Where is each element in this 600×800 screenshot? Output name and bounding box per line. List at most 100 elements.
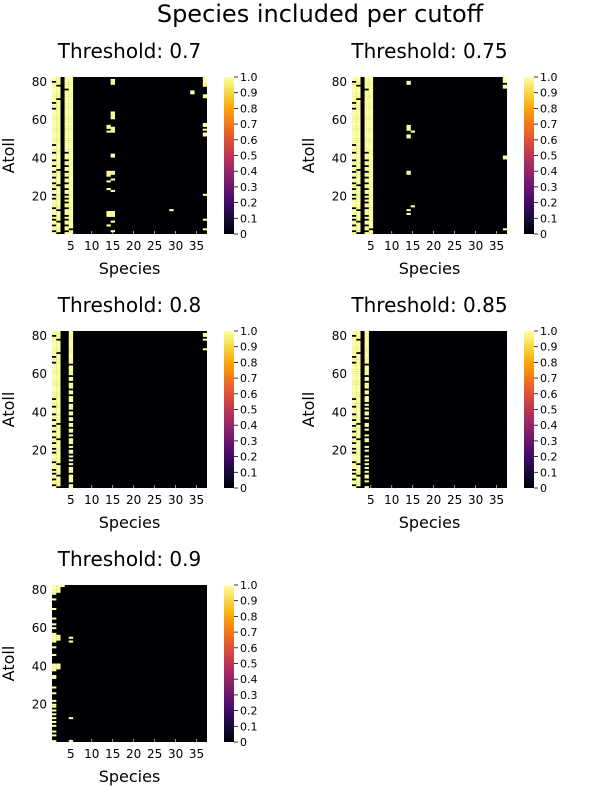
colorbar-tick-label: 0.4: [540, 419, 558, 432]
heatmap-cell: [356, 218, 361, 221]
x-tick-label: 30: [168, 239, 183, 253]
heatmap-cell: [502, 78, 508, 81]
heatmap-cell: [56, 419, 61, 422]
heatmap-cell: [356, 186, 361, 189]
heatmap-cell: [64, 86, 69, 89]
heatmap-cell: [52, 211, 57, 214]
heatmap-cell: [68, 170, 74, 173]
heatmap-cell: [52, 117, 57, 120]
heatmap-cell: [56, 428, 61, 431]
heatmap-cell: [52, 465, 57, 468]
heatmap-cell: [364, 157, 369, 160]
heatmap-cell: [352, 166, 357, 170]
heatmap-cell: [52, 384, 57, 387]
heatmap-cell: [56, 407, 61, 410]
heatmap-cell: [106, 224, 111, 227]
heatmap-cell: [352, 121, 357, 124]
heatmap-cell: [52, 692, 57, 695]
heatmap-cell: [364, 399, 369, 402]
heatmap-cell: [368, 184, 374, 187]
heatmap-cell: [356, 348, 361, 351]
colorbar-tick-label: 0.2: [540, 197, 558, 210]
heatmap-cell: [352, 369, 357, 372]
heatmap-cell: [52, 99, 57, 103]
heatmap-cell: [68, 346, 74, 349]
colorbar-tick-label: 0: [540, 482, 547, 495]
heatmap-cell: [502, 80, 508, 83]
heatmap-cell: [364, 455, 369, 458]
heatmap-cell: [352, 342, 357, 345]
heatmap-cell: [364, 144, 369, 147]
y-tick-label: 60: [332, 367, 347, 381]
colorbar: [224, 77, 234, 234]
heatmap-cell: [52, 476, 57, 479]
heatmap-cell: [352, 163, 357, 166]
y-axis-label: Atoll: [0, 138, 18, 174]
heatmap-cell: [364, 336, 369, 339]
heatmap-cell: [356, 359, 361, 362]
heatmap-cell: [68, 115, 74, 118]
heatmap-cell: [356, 180, 361, 183]
colorbar-tick-label: 0.1: [240, 466, 258, 479]
heatmap-cell: [56, 434, 61, 437]
heatmap-cell: [364, 140, 369, 143]
heatmap-cell: [52, 717, 57, 720]
heatmap-cell: [52, 417, 57, 420]
heatmap-cell: [364, 134, 369, 137]
heatmap-cell: [68, 101, 74, 104]
heatmap-cell: [356, 457, 361, 460]
heatmap-cell: [68, 480, 74, 483]
heatmap-cell: [52, 667, 57, 670]
heatmap-cell: [52, 126, 57, 129]
heatmap-cell: [56, 199, 61, 202]
heatmap-cell: [356, 119, 361, 122]
heatmap-cell: [64, 78, 69, 81]
heatmap-cell: [368, 218, 374, 221]
heatmap-cell: [356, 197, 361, 200]
heatmap-cell: [352, 411, 357, 414]
heatmap-cell: [56, 151, 61, 154]
heatmap-cell: [356, 357, 361, 360]
heatmap-cell: [68, 126, 74, 129]
heatmap-cell: [356, 417, 361, 420]
heatmap-cell: [364, 90, 369, 93]
heatmap-cell: [52, 124, 57, 127]
heatmap-cell: [52, 740, 57, 743]
heatmap-cell: [64, 166, 69, 170]
heatmap-cell: [356, 157, 361, 160]
heatmap-cell: [352, 482, 357, 485]
heatmap-cell: [356, 176, 361, 179]
heatmap-cell: [56, 449, 61, 452]
heatmap-cell: [60, 585, 65, 588]
heatmap-cell: [68, 155, 74, 158]
heatmap-cell: [52, 388, 57, 391]
heatmap-cell: [356, 191, 361, 194]
heatmap-cell: [110, 113, 115, 116]
x-tick-label: 20: [126, 239, 141, 253]
x-tick-label: 10: [84, 747, 99, 761]
heatmap-cell: [352, 149, 357, 152]
colorbar-tick-label: 1.0: [540, 71, 558, 84]
heatmap-cell: [64, 209, 69, 212]
heatmap-cell: [364, 155, 369, 158]
colorbar-tick-label: 0.9: [240, 87, 258, 100]
heatmap-cell: [56, 396, 61, 399]
heatmap-cell: [352, 392, 357, 395]
heatmap-cell: [356, 172, 361, 175]
heatmap-cell: [52, 96, 57, 99]
heatmap-cell: [56, 386, 61, 389]
heatmap-cell: [68, 153, 74, 156]
heatmap-cell: [352, 168, 357, 171]
heatmap-cell: [56, 203, 61, 206]
heatmap-cell: [68, 90, 74, 93]
heatmap-cell: [368, 115, 374, 118]
heatmap-cell: [64, 149, 69, 152]
colorbar-tick-label: 0.8: [540, 102, 558, 115]
heatmap-cell: [52, 713, 57, 716]
heatmap-cell: [56, 115, 61, 118]
heatmap-cell: [356, 399, 361, 402]
heatmap-cell: [68, 369, 74, 372]
heatmap-cell: [68, 96, 74, 99]
heatmap-cell: [368, 88, 374, 91]
heatmap-cell: [356, 445, 361, 448]
